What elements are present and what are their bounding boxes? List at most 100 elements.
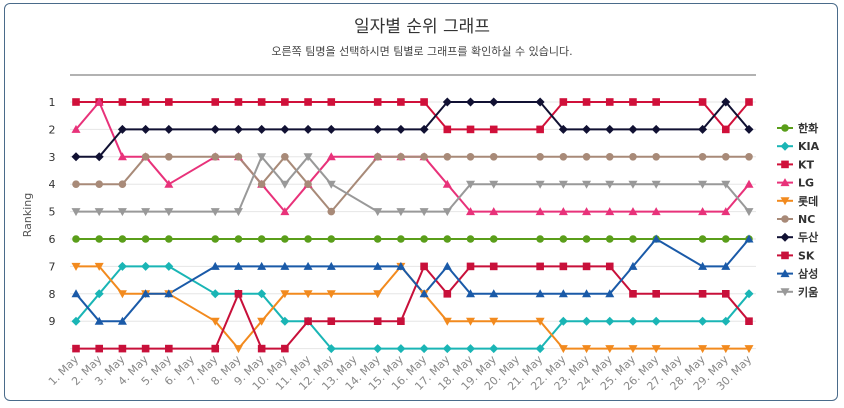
- data-point: [442, 261, 452, 270]
- series-line: [76, 155, 749, 213]
- data-point: [744, 208, 754, 217]
- data-point: [94, 97, 104, 106]
- legend-item[interactable]: 삼성: [777, 267, 818, 281]
- y-tick-label: 2: [49, 123, 56, 136]
- data-point: [558, 180, 568, 189]
- data-point: [71, 316, 81, 326]
- data-point: [489, 317, 499, 326]
- chart-title: 일자별 순위 그래프: [354, 17, 490, 37]
- legend-item[interactable]: SK: [777, 249, 815, 262]
- data-point: [652, 290, 660, 298]
- data-point: [559, 262, 568, 271]
- data-point: [535, 289, 545, 298]
- data-point: [721, 97, 731, 107]
- data-point: [744, 289, 754, 299]
- y-tick-label: 5: [49, 206, 56, 219]
- data-point: [95, 344, 104, 353]
- data-point: [233, 261, 243, 270]
- data-point: [628, 316, 638, 326]
- data-point: [721, 345, 731, 354]
- data-point: [211, 98, 220, 106]
- data-point: [327, 98, 336, 106]
- data-point: [489, 344, 499, 354]
- data-point: [698, 316, 708, 326]
- data-point: [652, 153, 660, 161]
- data-point: [745, 98, 753, 106]
- data-point: [210, 208, 220, 217]
- legend-item[interactable]: 키움: [777, 285, 818, 299]
- legend-label: 두산: [798, 230, 818, 244]
- data-point: [211, 235, 220, 243]
- y-tick-label: 3: [49, 151, 56, 164]
- data-point: [257, 124, 267, 134]
- data-point: [721, 180, 731, 189]
- data-point: [535, 97, 545, 107]
- data-point: [280, 124, 290, 134]
- data-point: [210, 124, 220, 134]
- data-point: [117, 316, 127, 325]
- data-point: [442, 97, 452, 107]
- data-point: [605, 124, 615, 134]
- legend-item[interactable]: 한화: [777, 121, 818, 135]
- data-point: [489, 97, 499, 107]
- legend-label: KIA: [798, 140, 820, 153]
- y-tick-label: 1: [49, 96, 56, 109]
- legend-item[interactable]: NC: [777, 213, 815, 226]
- data-point: [211, 344, 220, 353]
- legend-item[interactable]: LG: [777, 177, 814, 190]
- data-point: [442, 179, 452, 188]
- data-point: [234, 98, 243, 106]
- legend-label: SK: [798, 249, 815, 262]
- legend-item[interactable]: KIA: [777, 140, 820, 153]
- data-point: [326, 290, 336, 299]
- legend-item[interactable]: 롯데: [777, 194, 818, 208]
- chart-subtitle: 오른쪽 팀명을 선택하시면 팀별로 그래프를 확인하실 수 있습니다.: [271, 45, 573, 58]
- data-point: [373, 235, 382, 243]
- data-point: [559, 98, 568, 106]
- data-point: [466, 153, 475, 161]
- data-point: [327, 235, 336, 243]
- data-point: [304, 235, 312, 243]
- data-point: [234, 153, 243, 161]
- data-point: [628, 124, 638, 134]
- legend-item[interactable]: 두산: [777, 230, 818, 244]
- data-point: [419, 344, 429, 354]
- data-point: [234, 290, 243, 298]
- data-point: [558, 207, 568, 216]
- data-point: [71, 262, 81, 271]
- data-point: [651, 207, 661, 216]
- data-point: [118, 180, 127, 188]
- data-point: [442, 208, 452, 217]
- data-point: [443, 290, 452, 298]
- data-point: [628, 261, 638, 270]
- data-point: [71, 208, 81, 217]
- data-point: [781, 160, 789, 169]
- legend-item[interactable]: KT: [777, 158, 815, 171]
- data-point: [164, 208, 174, 217]
- data-point: [466, 344, 476, 354]
- data-point: [397, 317, 405, 325]
- data-point: [419, 289, 429, 298]
- data-point: [466, 97, 476, 107]
- data-point: [745, 153, 753, 161]
- data-point: [303, 124, 313, 134]
- series-line: [75, 238, 750, 323]
- data-point: [211, 153, 220, 161]
- data-point: [489, 235, 498, 243]
- data-point: [164, 179, 174, 188]
- data-point: [745, 317, 753, 325]
- data-point: [94, 262, 104, 271]
- legend-label: NC: [798, 213, 815, 226]
- data-point: [558, 316, 568, 326]
- data-point: [535, 207, 545, 216]
- data-point: [210, 289, 220, 299]
- data-point: [304, 98, 312, 106]
- data-point: [72, 180, 80, 188]
- data-point: [582, 207, 592, 216]
- data-point: [629, 235, 637, 243]
- data-point: [94, 208, 104, 217]
- data-point: [118, 344, 127, 353]
- data-point: [280, 290, 290, 299]
- series-markers: [71, 97, 754, 354]
